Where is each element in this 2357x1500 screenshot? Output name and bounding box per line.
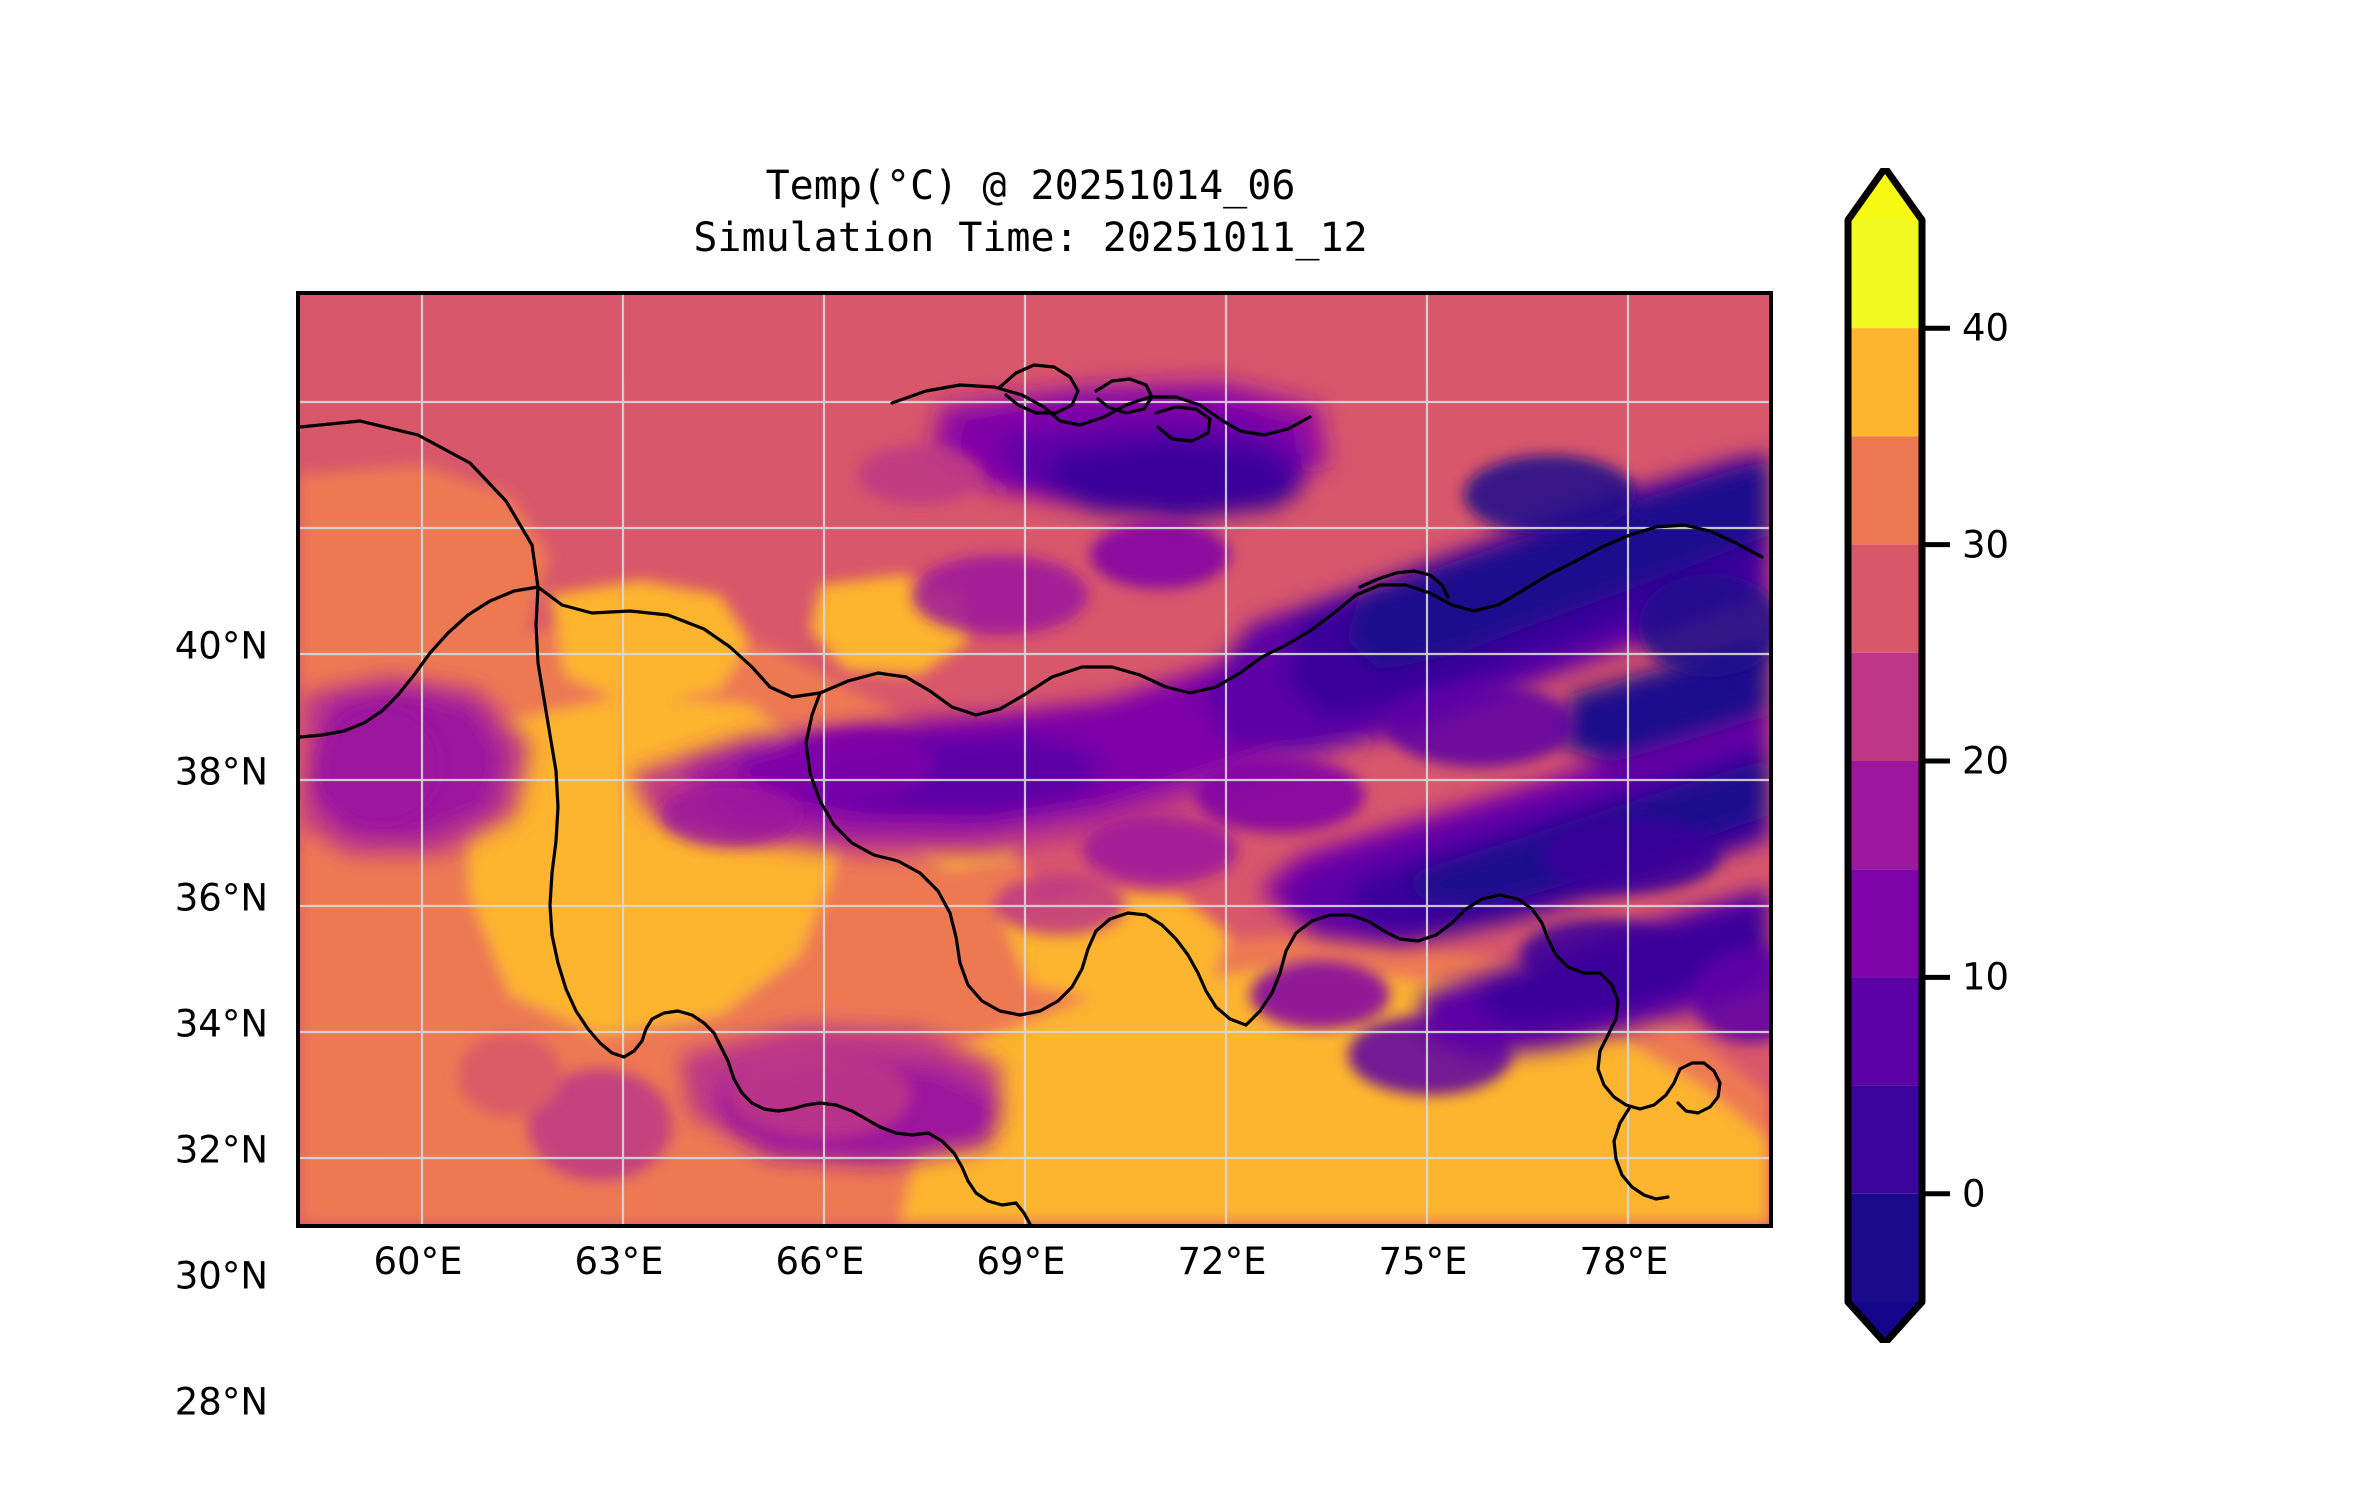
colorbar-outline (1844, 168, 1926, 1343)
xtick-label-69e: 69°E (976, 1240, 1066, 1283)
colorbar-tick-label-20: 20 (1962, 739, 2010, 783)
colorbar-tick-label-40: 40 (1962, 306, 2010, 350)
xtick-label-60e: 60°E (373, 1240, 463, 1283)
colorbar-tick-label-10: 10 (1962, 955, 2010, 999)
colorbar-under-arrow (1848, 1302, 1922, 1343)
xtick-label-75e: 75°E (1378, 1240, 1468, 1283)
colorbar[interactable]: 40 30 20 10 0 (1838, 168, 2068, 1343)
country-borders (300, 363, 1764, 1224)
colorbar-bands (1848, 168, 1922, 1343)
ytick-label-40n: 40°N (174, 624, 268, 668)
colorbar-ticks (1922, 325, 1950, 1197)
ytick-label-38n: 38°N (174, 750, 268, 794)
gridlines (300, 295, 1769, 1224)
ytick-label-36n: 36°N (174, 876, 268, 920)
map-axes (296, 291, 1773, 1228)
ytick-label-30n: 30°N (174, 1254, 268, 1298)
ytick-label-32n: 32°N (174, 1128, 268, 1172)
ytick-label-34n: 34°N (174, 1002, 268, 1046)
title-line-2: Simulation Time: 20251011_12 (693, 215, 1368, 261)
map-canvas (300, 295, 1769, 1224)
ytick-label-28n: 28°N (174, 1380, 268, 1424)
colorbar-tick-label-0: 0 (1962, 1172, 1986, 1216)
xtick-label-66e: 66°E (775, 1240, 865, 1283)
xtick-label-72e: 72°E (1177, 1240, 1267, 1283)
xtick-label-63e: 63°E (574, 1240, 664, 1283)
colorbar-over-arrow (1848, 168, 1922, 220)
colorbar-tick-label-30: 30 (1962, 523, 2010, 567)
title-line-1: Temp(°C) @ 20251014_06 (765, 163, 1296, 209)
colorbar-gradient (1844, 168, 1950, 1343)
temperature-field (300, 295, 1769, 1224)
xtick-label-78e: 78°E (1579, 1240, 1669, 1283)
figure-title: Temp(°C) @ 20251014_06 Simulation Time: … (296, 160, 1765, 264)
